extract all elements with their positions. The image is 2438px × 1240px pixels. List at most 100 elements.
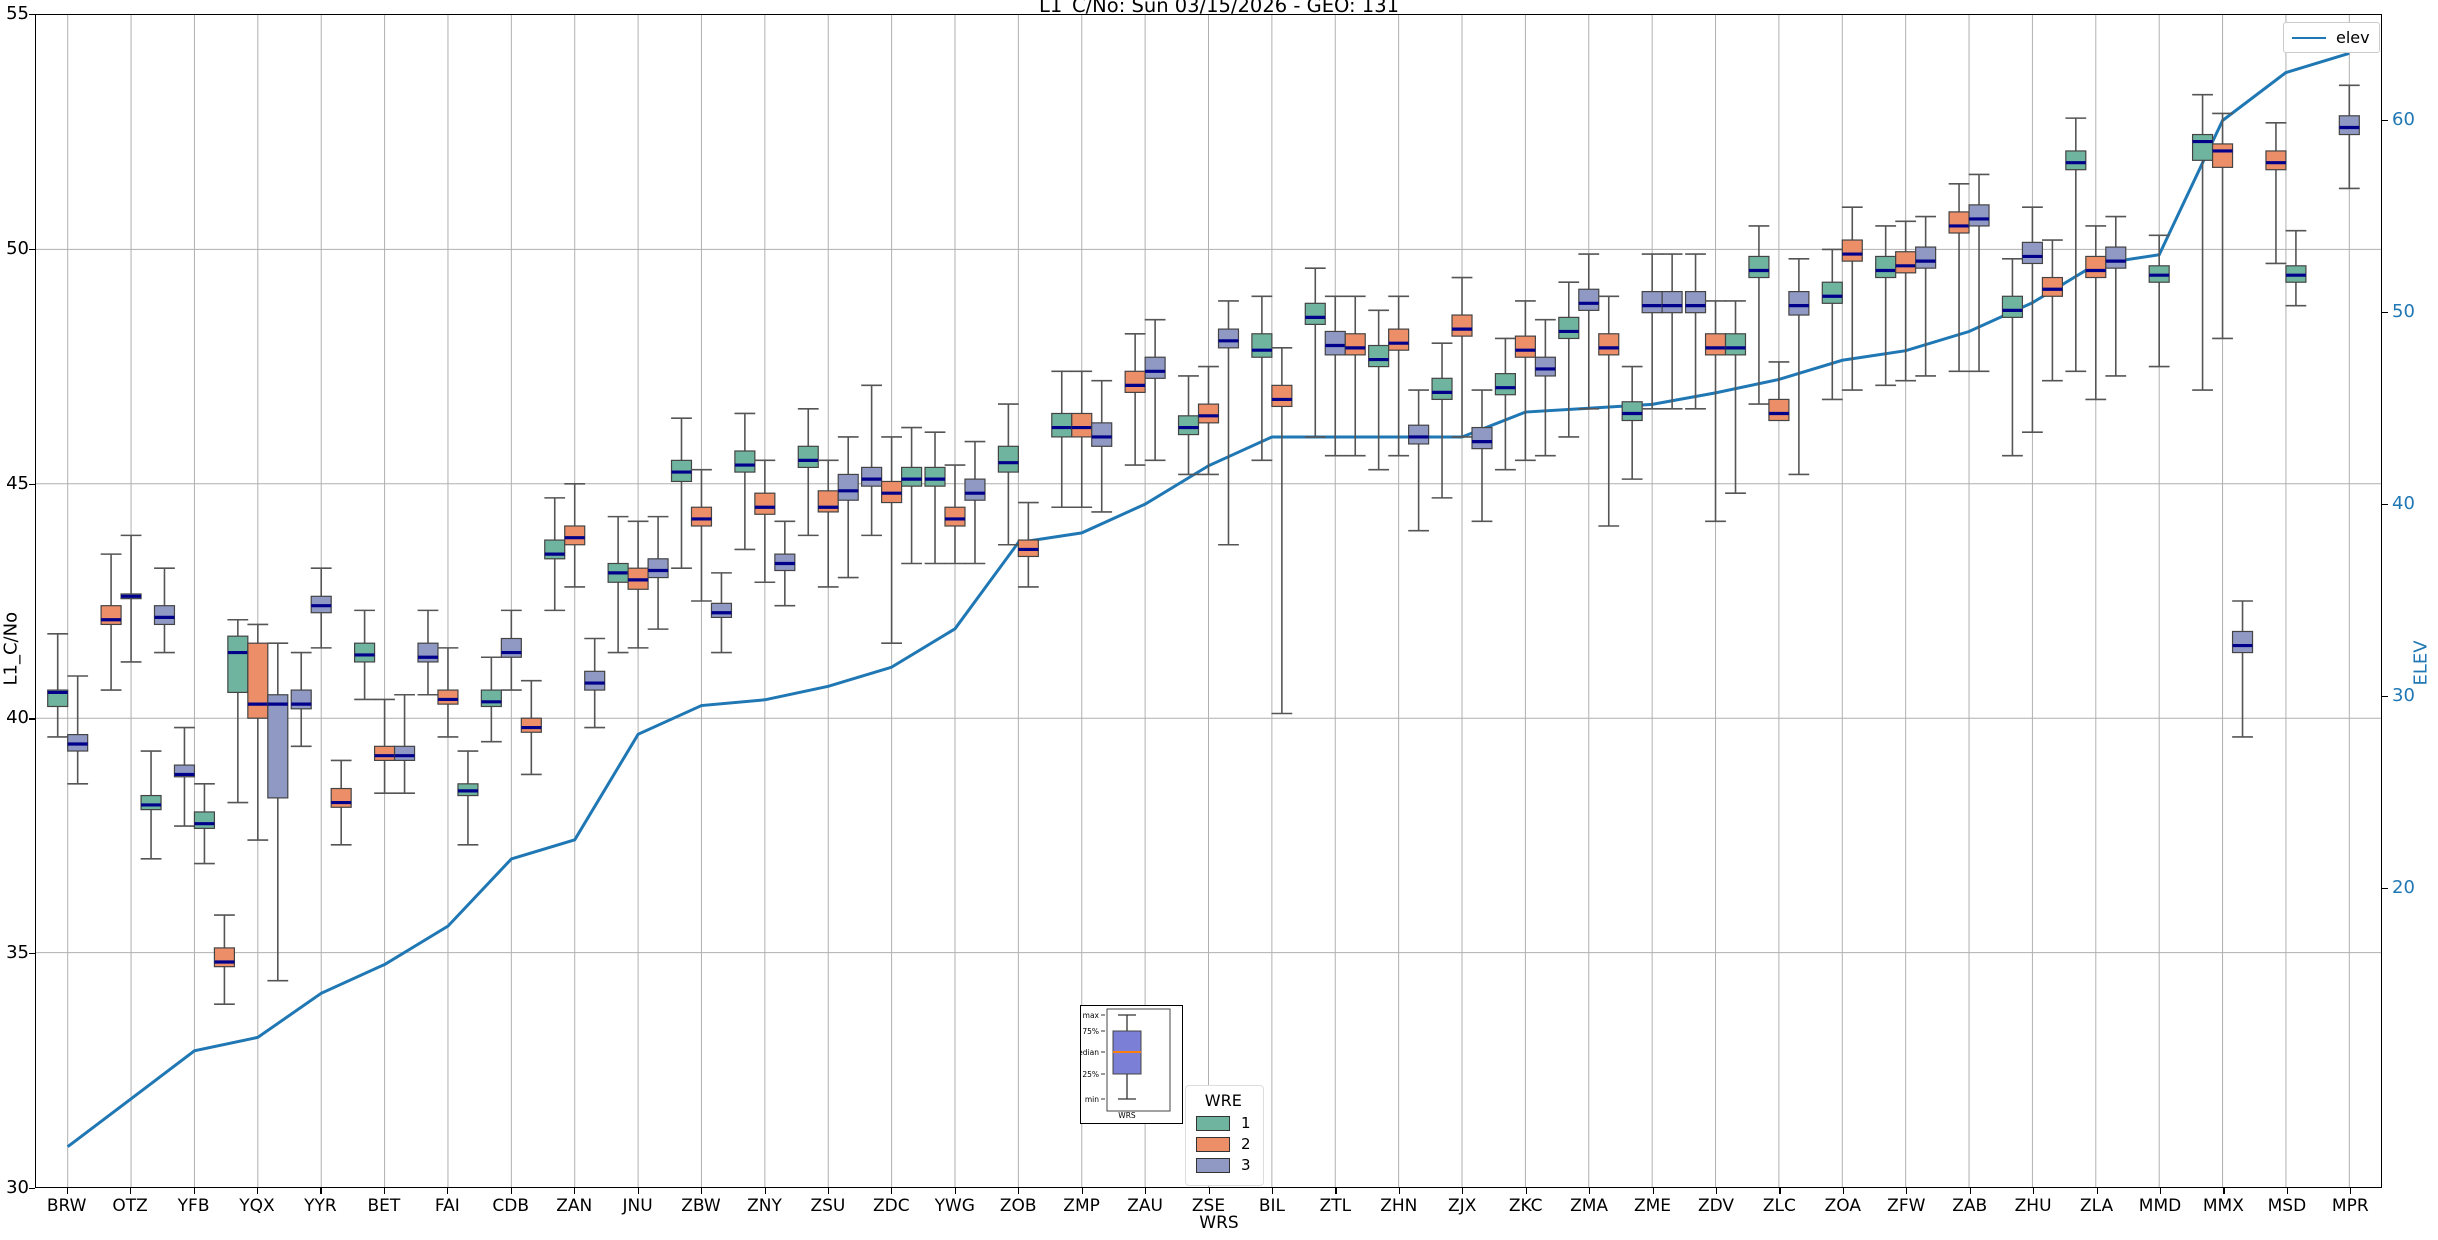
x-tick-zny: ZNY bbox=[747, 1196, 782, 1216]
x-tickmark bbox=[66, 1188, 68, 1194]
boxplot-legend-diagram: max 75% median 25% min WRS bbox=[1080, 1005, 1183, 1124]
boxplot-layer bbox=[36, 15, 2381, 1187]
y-left-tickmark bbox=[29, 248, 35, 250]
x-tickmark bbox=[1589, 1188, 1591, 1194]
x-tick-yfb: YFB bbox=[177, 1196, 210, 1216]
x-tickmark bbox=[1271, 1188, 1274, 1194]
y-left-tick: 55 bbox=[6, 3, 29, 24]
x-tick-mmx: MMX bbox=[2202, 1196, 2244, 1216]
svg-text:25%: 25% bbox=[1082, 1070, 1099, 1079]
elev-legend[interactable]: elev bbox=[2283, 22, 2380, 53]
x-tick-mpr: MPR bbox=[2331, 1196, 2369, 1216]
x-tick-bil: BIL bbox=[1258, 1196, 1285, 1216]
x-tick-zhu: ZHU bbox=[2014, 1196, 2052, 1216]
x-tickmark bbox=[1145, 1188, 1147, 1194]
x-tickmark bbox=[1018, 1188, 1020, 1194]
x-tickmark bbox=[2096, 1188, 2098, 1194]
x-tickmark bbox=[701, 1188, 703, 1194]
y-left-tick: 30 bbox=[6, 1177, 29, 1198]
x-tick-otz: OTZ bbox=[112, 1196, 148, 1216]
x-tick-zhn: ZHN bbox=[1380, 1196, 1418, 1216]
x-tickmark bbox=[1398, 1188, 1400, 1194]
svg-text:max: max bbox=[1083, 1011, 1100, 1020]
y-axis-right-label: ELEV bbox=[2410, 640, 2432, 686]
y-right-tick: 30 bbox=[2392, 685, 2415, 707]
y-axis-left-label: L1_C/No bbox=[0, 611, 22, 686]
x-tick-ztl: ZTL bbox=[1319, 1196, 1352, 1216]
y-right-tick: 60 bbox=[2392, 108, 2415, 130]
x-tickmark bbox=[2033, 1188, 2035, 1194]
x-tick-cdb: CDB bbox=[492, 1196, 529, 1216]
x-tick-zla: ZLA bbox=[2080, 1196, 2114, 1216]
x-tick-zma: ZMA bbox=[1570, 1196, 1609, 1216]
wre-legend-item-3[interactable]: 3 bbox=[1196, 1156, 1251, 1174]
wre-legend-title: WRE bbox=[1204, 1091, 1242, 1110]
y-right-tickmark bbox=[2382, 119, 2388, 121]
y-left-tickmark bbox=[29, 718, 35, 720]
y-right-tick: 40 bbox=[2392, 492, 2415, 514]
wre-swatch-1 bbox=[1196, 1115, 1230, 1131]
x-tick-zse: ZSE bbox=[1191, 1196, 1226, 1216]
x-tickmark bbox=[1525, 1188, 1527, 1194]
y-right-tickmark bbox=[2382, 888, 2388, 890]
x-tick-zme: ZME bbox=[1633, 1196, 1672, 1216]
x-tick-zdv: ZDV bbox=[1697, 1196, 1735, 1216]
x-tickmark bbox=[2286, 1188, 2289, 1194]
x-tick-zdc: ZDC bbox=[872, 1196, 910, 1216]
y-left-tickmark bbox=[29, 14, 35, 16]
y-left-tick: 45 bbox=[6, 472, 29, 494]
wre-legend[interactable]: WRE 1 2 3 bbox=[1185, 1085, 1264, 1186]
x-tick-zab: ZAB bbox=[1952, 1196, 1988, 1216]
wre-swatch-2 bbox=[1196, 1136, 1230, 1152]
y-left-tickmark bbox=[29, 953, 35, 955]
x-tick-zmp: ZMP bbox=[1063, 1196, 1100, 1216]
x-tickmark bbox=[1208, 1188, 1210, 1194]
y-left-tick: 35 bbox=[6, 942, 29, 964]
x-tickmark bbox=[383, 1188, 386, 1194]
x-tickmark bbox=[1716, 1188, 1718, 1194]
elev-legend-line-icon bbox=[2292, 36, 2326, 39]
svg-text:75%: 75% bbox=[1082, 1027, 1099, 1036]
x-tick-zjx: ZJX bbox=[1448, 1196, 1477, 1216]
x-tickmark bbox=[1652, 1188, 1654, 1194]
x-tickmark bbox=[764, 1188, 766, 1194]
x-tick-ywg: YWG bbox=[934, 1196, 975, 1216]
y-right-tickmark bbox=[2382, 696, 2388, 698]
x-tick-fai: FAI bbox=[434, 1196, 460, 1216]
x-tickmark bbox=[574, 1188, 576, 1194]
x-tickmark bbox=[2160, 1188, 2162, 1194]
plot-area bbox=[35, 14, 2382, 1188]
wre-label-1: 1 bbox=[1241, 1114, 1251, 1132]
wre-legend-item-2[interactable]: 2 bbox=[1196, 1135, 1251, 1153]
x-tickmark bbox=[1335, 1188, 1337, 1194]
page-title: L1_C/No: Sun 03/15/2026 - GEO: 131 bbox=[1038, 0, 1400, 17]
y-right-tickmark bbox=[2382, 311, 2388, 313]
y-right-tick: 50 bbox=[2392, 300, 2415, 322]
svg-text:median: median bbox=[1081, 1048, 1099, 1057]
x-tickmark bbox=[827, 1188, 830, 1194]
wre-legend-item-1[interactable]: 1 bbox=[1196, 1114, 1251, 1132]
x-axis-label: WRS bbox=[1199, 1213, 1239, 1233]
x-tick-jnu: JNU bbox=[622, 1196, 653, 1216]
x-tickmark bbox=[954, 1188, 956, 1194]
x-tickmark bbox=[1969, 1188, 1971, 1194]
y-left-tick: 40 bbox=[6, 707, 29, 729]
x-tickmark bbox=[1842, 1188, 1844, 1194]
y-left-tick: 50 bbox=[6, 237, 29, 259]
x-tick-zfw: ZFW bbox=[1887, 1196, 1926, 1216]
x-tickmark bbox=[130, 1188, 132, 1194]
x-tickmark bbox=[1779, 1188, 1781, 1194]
x-tick-zsu: ZSU bbox=[810, 1196, 846, 1216]
y-right-tickmark bbox=[2382, 504, 2388, 506]
x-tick-zan: ZAN bbox=[556, 1196, 593, 1216]
elev-legend-label: elev bbox=[2336, 28, 2370, 47]
x-tick-zau: ZAU bbox=[1127, 1196, 1163, 1216]
x-tickmark bbox=[2223, 1188, 2225, 1194]
x-tickmark bbox=[447, 1188, 449, 1194]
y-left-tickmark bbox=[29, 483, 35, 485]
x-tick-zlc: ZLC bbox=[1762, 1196, 1796, 1216]
wre-label-2: 2 bbox=[1241, 1135, 1251, 1153]
x-tick-zbw: ZBW bbox=[681, 1196, 721, 1216]
x-tickmark bbox=[1081, 1188, 1083, 1194]
